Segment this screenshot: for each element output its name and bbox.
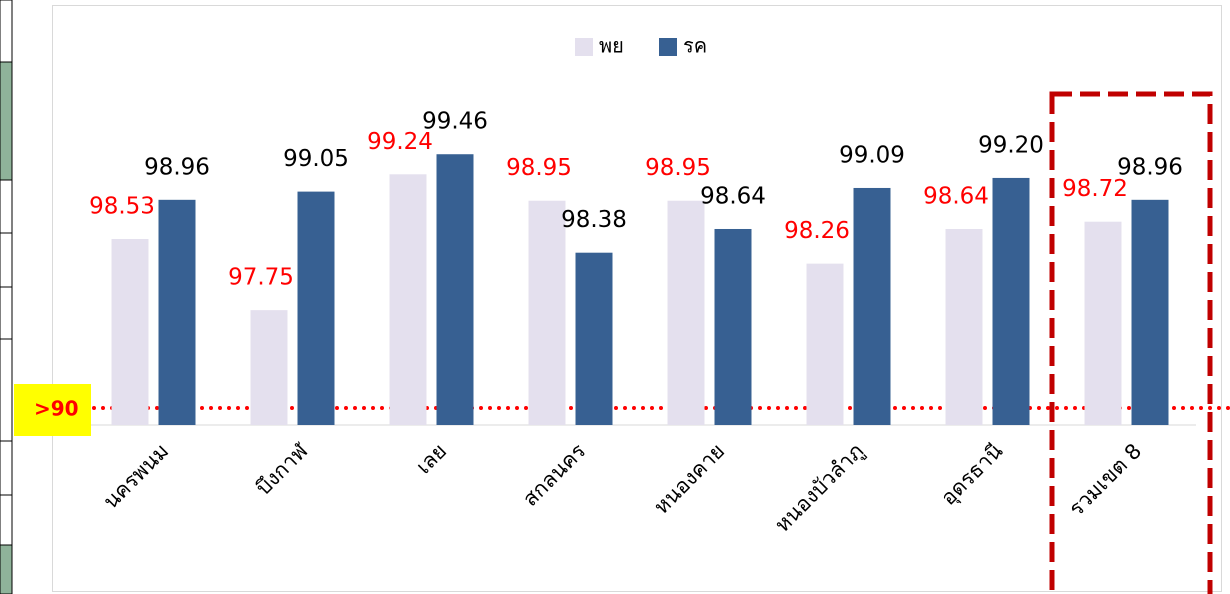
bar xyxy=(853,187,891,425)
legend-swatch xyxy=(575,38,593,56)
side-table-cell xyxy=(0,544,13,594)
bar xyxy=(158,199,196,425)
data-label: 99.09 xyxy=(839,142,905,168)
data-label: 98.64 xyxy=(923,183,989,209)
data-label: 99.24 xyxy=(367,129,433,155)
data-label: 98.72 xyxy=(1062,176,1128,202)
bar xyxy=(806,263,844,425)
legend-label: รค xyxy=(683,34,707,58)
data-label: 98.64 xyxy=(700,183,766,209)
bar xyxy=(436,154,474,425)
bar xyxy=(250,310,288,425)
bar xyxy=(1131,199,1169,425)
highlight-box xyxy=(1049,91,1213,594)
data-label: 98.26 xyxy=(784,218,850,244)
bar xyxy=(992,177,1030,425)
bar xyxy=(297,191,335,425)
data-label: 98.53 xyxy=(89,194,155,220)
annotation-box xyxy=(14,384,91,436)
bar xyxy=(528,200,566,425)
data-label: 99.20 xyxy=(978,132,1044,158)
data-label: 98.95 xyxy=(645,155,711,181)
bar xyxy=(389,174,427,425)
side-table-lines xyxy=(0,232,12,496)
legend-swatch xyxy=(659,38,677,56)
bar xyxy=(1084,221,1122,425)
bar xyxy=(575,252,613,425)
data-label: 98.38 xyxy=(561,207,627,233)
bar xyxy=(667,200,705,425)
chart-frame xyxy=(52,5,1222,592)
data-label: 98.96 xyxy=(1117,154,1183,180)
annotation: >90 xyxy=(34,397,79,421)
data-label: 97.75 xyxy=(228,265,294,291)
data-label: 99.05 xyxy=(283,146,349,172)
bar xyxy=(714,228,752,425)
side-table-cell xyxy=(0,61,13,181)
bar xyxy=(945,228,983,425)
bar xyxy=(111,239,149,425)
data-label: 99.46 xyxy=(422,109,488,135)
data-label: 98.96 xyxy=(144,154,210,180)
legend-label: พย xyxy=(599,34,624,58)
data-label: 98.95 xyxy=(506,155,572,181)
